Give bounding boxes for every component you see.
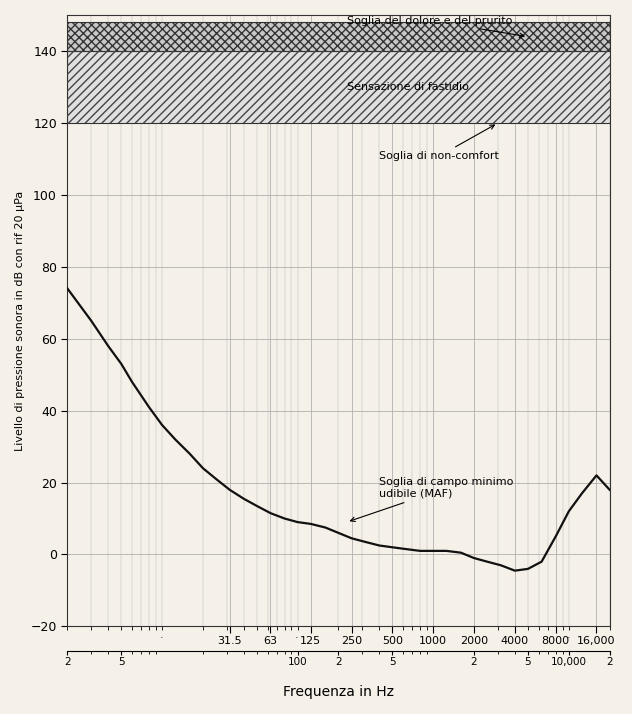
Bar	[68, 51, 610, 123]
Bar	[68, 22, 610, 51]
Y-axis label: Livello di pressione sonora in dB con rif 20 μPa: Livello di pressione sonora in dB con ri…	[15, 191, 25, 451]
Bar	[68, 22, 610, 51]
Text: Soglia di non-comfort: Soglia di non-comfort	[379, 125, 499, 161]
Text: Soglia del dolore e del prurito: Soglia del dolore e del prurito	[347, 16, 524, 38]
Text: Sensazione di fastidio: Sensazione di fastidio	[347, 82, 468, 92]
Text: Soglia di campo minimo
udibile (MAF): Soglia di campo minimo udibile (MAF)	[351, 478, 514, 521]
Bar	[68, 51, 610, 123]
X-axis label: Frequenza in Hz: Frequenza in Hz	[283, 685, 394, 699]
